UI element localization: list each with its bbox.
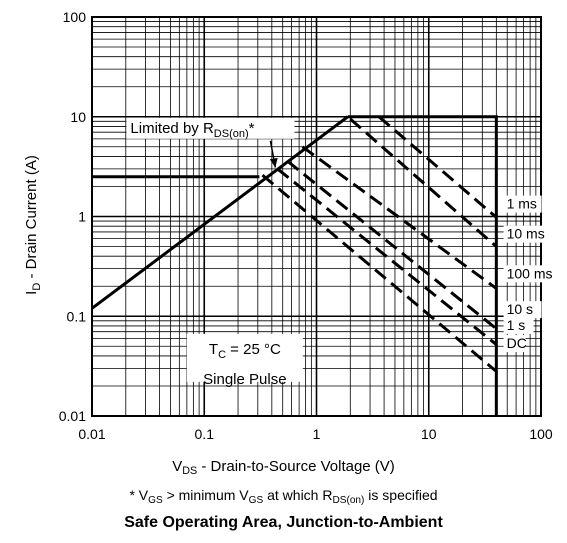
curve-label-bg <box>503 316 534 334</box>
y-tick-label: 0.01 <box>59 408 86 424</box>
curve-label: 1 ms <box>507 196 537 212</box>
footnote: * VGS > minimum VGS at which RDS(on) is … <box>129 487 438 507</box>
x-tick-label: 100 <box>529 426 553 442</box>
conditions-bg <box>186 333 303 382</box>
x-tick-label: 10 <box>421 426 437 442</box>
limited-arrow-head <box>269 157 278 168</box>
pulse-curve-1-s <box>276 167 498 346</box>
pulse-curve-1-ms <box>377 115 498 219</box>
rds-on-limit-line <box>91 115 349 310</box>
curve-label: 10 ms <box>507 226 545 242</box>
pulse-curve-100-ms <box>301 145 498 290</box>
pulse-curve-DC <box>261 173 498 373</box>
x-axis-label: VDS - Drain-to-Source Voltage (V) <box>172 458 395 478</box>
curve-label: 1 s <box>507 317 526 333</box>
limited-label-bg <box>126 117 295 139</box>
plot-frame <box>91 16 542 417</box>
tc-label: TC = 25 °C <box>209 341 281 361</box>
single-pulse-label: Single Pulse <box>203 371 286 388</box>
current-limit-line <box>347 115 498 416</box>
pulse-curve-10-ms <box>349 117 498 248</box>
curve-label-bg <box>503 301 542 319</box>
y-tick-label: 100 <box>63 9 87 25</box>
chart-title: Safe Operating Area, Junction-to-Ambient <box>124 514 443 531</box>
y-tick-label: 0.1 <box>67 308 87 324</box>
tick-labels: 0.01 0.1 1 10 100 0.01 0.1 1 10 100 <box>59 9 553 442</box>
curve-label-bg <box>503 195 542 213</box>
pulse-curve-10-s <box>286 159 498 330</box>
curve-label: 10 s <box>507 301 533 317</box>
y-tick-label: 10 <box>70 109 86 125</box>
curve-label-bg <box>503 265 558 283</box>
y-axis-label: ID - Drain Current (A) <box>23 155 43 295</box>
limited-by-label: Limited by RDS(on)* <box>130 120 254 140</box>
x-tick-label: 0.1 <box>195 426 215 442</box>
curves <box>91 115 498 416</box>
y-tick-label: 1 <box>78 209 86 225</box>
x-tick-label: 1 <box>313 426 321 442</box>
curve-label: 100 ms <box>507 265 553 281</box>
curve-label-bg <box>503 225 550 243</box>
x-tick-label: 0.01 <box>78 426 105 442</box>
annotations: Limited by RDS(on)* TC = 25 °C Single Puls… <box>126 117 303 388</box>
curve-labels: 1 ms 10 ms 100 ms 10 s1 s DC <box>503 195 558 353</box>
curve-label-bg <box>503 335 526 353</box>
curve-label: DC <box>507 335 527 351</box>
